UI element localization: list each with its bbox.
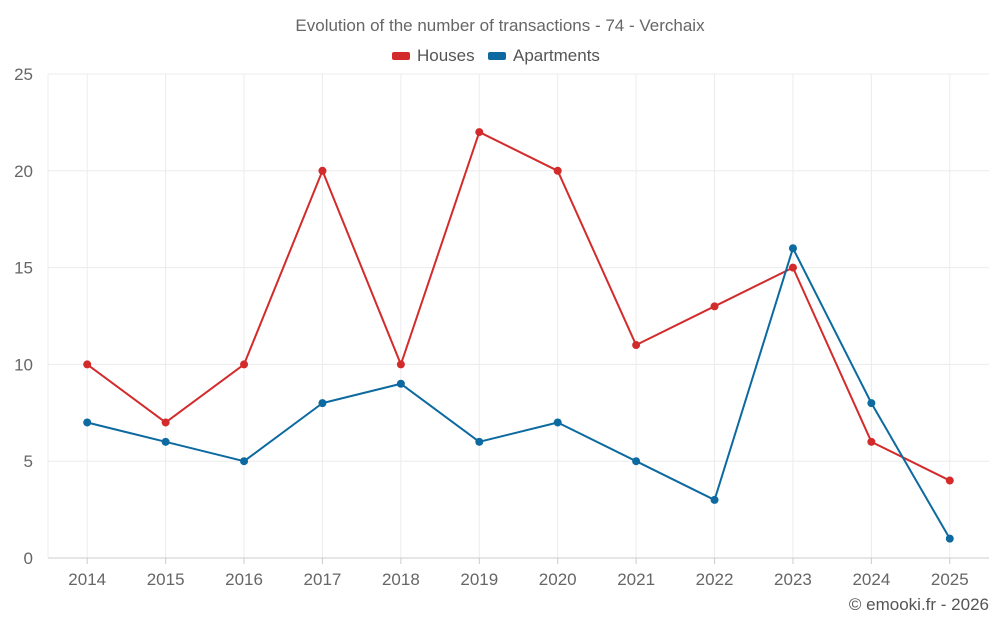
x-tick-label: 2023 [774,570,812,589]
data-point-houses [396,360,405,369]
data-point-apartments [161,437,170,446]
x-tick-label: 2025 [931,570,969,589]
y-tick-label: 0 [24,549,33,568]
legend-item-houses[interactable]: Houses [392,46,475,65]
data-point-houses [318,166,327,175]
data-point-apartments [710,495,719,504]
x-tick-label: 2021 [617,570,655,589]
data-point-apartments [475,437,484,446]
chart-title: Evolution of the number of transactions … [295,16,705,35]
data-point-apartments [318,399,327,408]
data-point-houses [710,302,719,311]
series-line-houses [86,131,951,482]
x-tick-label: 2019 [460,570,498,589]
y-tick-label: 10 [14,355,33,374]
data-point-houses [632,341,641,350]
data-point-houses [788,263,797,272]
x-tick-label: 2014 [68,570,106,589]
data-point-houses [553,166,562,175]
data-point-houses [161,418,170,427]
data-point-apartments [945,534,954,543]
legend-item-apartments[interactable]: Apartments [488,46,600,65]
data-point-houses [945,476,954,485]
data-point-houses [83,360,92,369]
data-point-houses [475,128,484,137]
legend-swatch-houses [392,52,410,60]
legend-label-houses: Houses [417,46,475,65]
data-point-houses [867,437,876,446]
y-tick-label: 15 [14,259,33,278]
legend: Houses Apartments [392,46,600,65]
data-point-apartments [867,399,876,408]
x-tick-label: 2024 [852,570,890,589]
x-tick-label: 2022 [696,570,734,589]
data-point-apartments [396,379,405,388]
series [83,128,954,543]
x-tick-label: 2020 [539,570,577,589]
y-tick-label: 25 [14,65,33,84]
data-point-houses [240,360,249,369]
x-tick-label: 2017 [304,570,342,589]
data-point-apartments [240,457,249,466]
data-point-apartments [788,244,797,253]
x-tick-label: 2015 [147,570,185,589]
legend-label-apartments: Apartments [513,46,600,65]
x-tick-label: 2018 [382,570,420,589]
credit-text: © emooki.fr - 2026 [849,595,989,614]
y-tick-label: 20 [14,162,33,181]
legend-swatch-apartments [488,52,506,60]
data-point-apartments [632,457,641,466]
data-point-apartments [553,418,562,427]
series-line-apartments [86,247,951,540]
data-point-apartments [83,418,92,427]
grid [48,73,989,558]
x-tick-label: 2016 [225,570,263,589]
y-tick-label: 5 [24,452,33,471]
